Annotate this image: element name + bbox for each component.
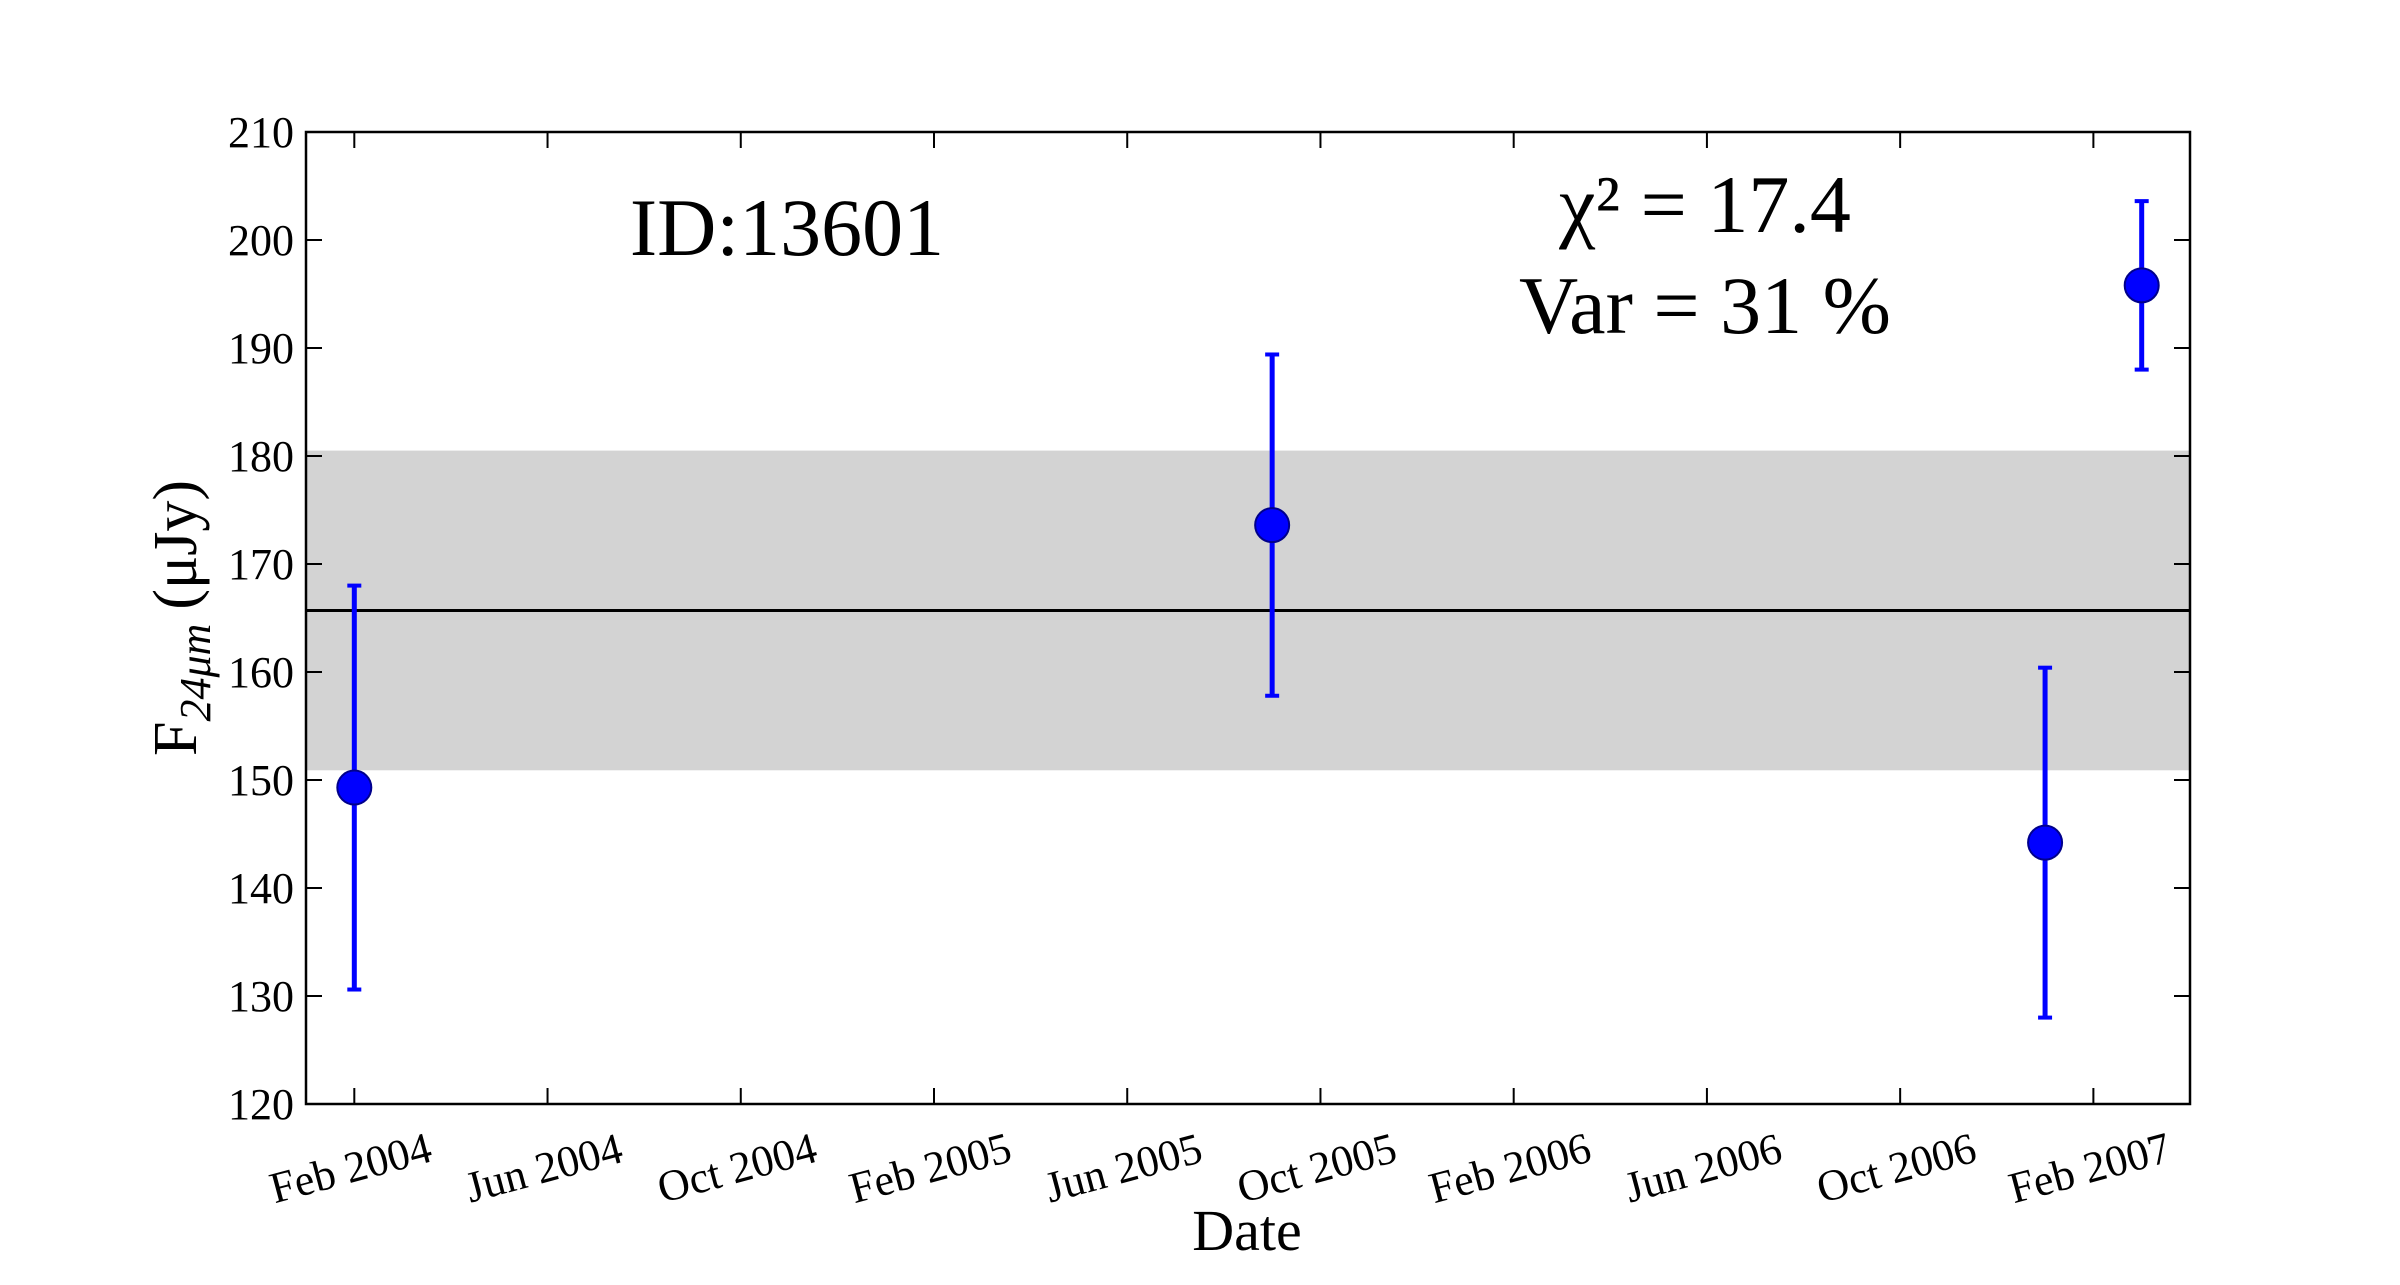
y-label-unit: (μJy) [142,480,210,610]
x-tick-label: Feb 2007 [2004,1123,2176,1213]
y-label-sub: 24μm [171,624,220,722]
data-point [2123,267,2160,304]
y-tick-label: 130 [228,972,294,1021]
x-tick-label: Oct 2006 [1812,1123,1982,1212]
y-tick-label: 210 [228,108,294,157]
y-axis-label: F24μm (μJy) [142,480,220,756]
data-point [1254,507,1291,544]
y-tick-label: 140 [228,864,294,913]
x-tick-label: Oct 2004 [652,1123,822,1212]
x-tick-label: Oct 2005 [1232,1123,1402,1212]
y-tick-label: 150 [228,756,294,805]
y-tick-label: 120 [228,1080,294,1129]
x-tick-label: Jun 2005 [1040,1124,1207,1213]
x-tick-label: Jun 2004 [460,1124,627,1213]
y-tick-label: 200 [228,216,294,265]
annotation: Var = 31 % [1519,260,1891,351]
x-tick-label: Feb 2006 [1424,1123,1596,1213]
y-tick-label: 160 [228,648,294,697]
x-tick-label: Feb 2005 [844,1123,1016,1213]
y-tick-label: 180 [228,432,294,481]
data-point [336,769,373,806]
y-tick-label: 170 [228,540,294,589]
y-tick-label: 190 [228,324,294,373]
plot-frame [304,130,2192,1106]
x-tick-label: Jun 2006 [1619,1124,1786,1213]
x-tick-label: Feb 2004 [265,1123,437,1213]
annotation: ID:13601 [630,182,944,273]
y-label-main: F [142,722,210,756]
x-axis-label: Date [1192,1198,1302,1263]
annotation: χ² = 17.4 [1558,159,1851,250]
data-point [2027,824,2064,861]
